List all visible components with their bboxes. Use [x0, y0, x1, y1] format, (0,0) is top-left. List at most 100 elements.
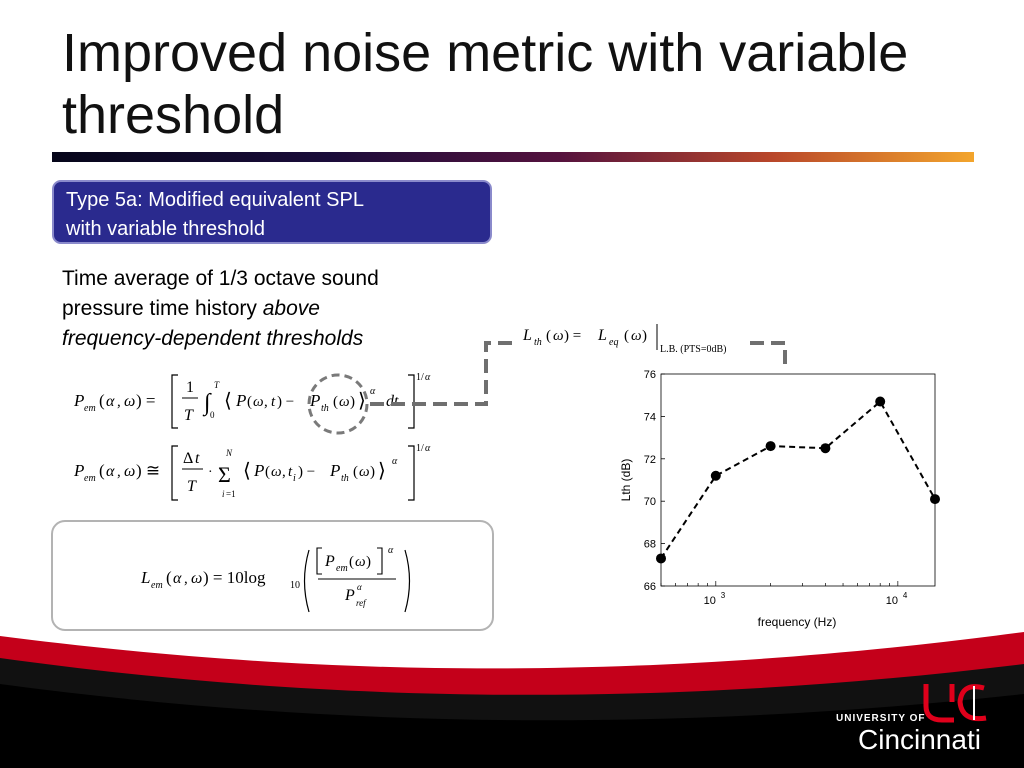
desc-line-2: pressure time history: [62, 297, 263, 320]
svg-text:α: α: [392, 456, 398, 467]
svg-text:ω: ω: [631, 328, 642, 344]
section-badge: Type 5a: Modified equivalent SPL with va…: [52, 180, 492, 244]
svg-text:L: L: [597, 327, 607, 344]
svg-text:α: α: [173, 570, 182, 587]
svg-text:ω: ω: [124, 463, 135, 480]
svg-text:α: α: [357, 582, 362, 592]
threshold-definition: L th (ω) = L eq (ω) L.B. (PTS=0dB): [522, 324, 726, 355]
badge-line-1: Type 5a: Modified equivalent SPL: [66, 189, 364, 211]
svg-text:eq: eq: [609, 337, 618, 348]
logo-university-of: UNIVERSITY OF: [836, 713, 926, 724]
data-point: [820, 443, 831, 454]
svg-text:em: em: [151, 580, 163, 591]
svg-text:P: P: [73, 461, 84, 480]
svg-text:T: T: [184, 407, 194, 424]
svg-text:⟨: ⟨: [243, 460, 251, 482]
svg-text:th: th: [321, 403, 329, 414]
y-axis-label: Lth (dB): [619, 459, 633, 502]
svg-text:th: th: [341, 473, 349, 484]
threshold-highlight-circle: [307, 373, 369, 435]
svg-text:P: P: [324, 553, 335, 570]
x-axis-label: frequency (Hz): [758, 615, 837, 629]
svg-text:P: P: [309, 391, 320, 410]
svg-text:): ): [642, 328, 647, 344]
desc-line-1: Time average of 1/3 octave sound: [62, 267, 379, 290]
svg-text:(: (: [546, 328, 551, 344]
svg-text:(: (: [349, 554, 354, 570]
svg-text:ω: ω: [191, 570, 202, 587]
x-tick-label: 10: [704, 595, 716, 607]
svg-text:α: α: [425, 443, 431, 454]
svg-text:ω: ω: [359, 464, 370, 480]
svg-text:) ≅: ) ≅: [136, 461, 160, 480]
svg-text:α: α: [106, 393, 115, 410]
logo-cincinnati: Cincinnati: [858, 724, 981, 755]
series-points: [656, 396, 940, 564]
y-axis: 66 68 70 72 74 76: [644, 369, 665, 593]
data-point: [765, 441, 776, 452]
svg-text:(: (: [99, 461, 105, 480]
svg-text:α: α: [425, 372, 431, 383]
connector-right: [750, 341, 787, 364]
svg-text:(: (: [265, 464, 270, 480]
data-point: [875, 396, 886, 407]
y-tick-label: 68: [644, 539, 656, 551]
svg-text:i: i: [222, 489, 225, 499]
svg-text:th: th: [534, 337, 542, 348]
svg-text:): ): [370, 464, 375, 480]
y-tick-label: 66: [644, 581, 656, 593]
svg-text:P: P: [253, 461, 264, 480]
equation-level: L em (α, ω) = 10log 10 P em (ω) α P α ref: [140, 545, 411, 613]
svg-text:ω: ω: [253, 394, 264, 410]
svg-text:P: P: [235, 391, 246, 410]
badge-line-2: with variable threshold: [66, 218, 265, 240]
series-line: [660, 400, 936, 559]
svg-text:) =: ) =: [136, 391, 156, 410]
x-axis: 10 3 10 4: [660, 581, 908, 607]
svg-text:⟩: ⟩: [378, 460, 386, 482]
description-text: Time average of 1/3 octave sound pressur…: [62, 264, 482, 354]
svg-text:0: 0: [210, 410, 215, 420]
svg-text:P: P: [344, 587, 355, 604]
svg-text:): ): [350, 394, 355, 410]
equation-integral: P em (α, ω) = 1 T ∫ T 0 ⟨ P (ω, t) − P th …: [73, 372, 431, 435]
svg-text:): ): [366, 554, 371, 570]
y-tick-label: 74: [644, 411, 656, 423]
svg-text:·: ·: [208, 465, 213, 480]
svg-text:T: T: [214, 380, 220, 390]
title-divider: [52, 152, 974, 162]
level-equation-box: [51, 520, 494, 631]
svg-text:(: (: [166, 568, 172, 587]
svg-text:) −: ) −: [298, 464, 315, 480]
plot-area: [660, 373, 936, 587]
desc-line-2-italic: above: [262, 297, 320, 320]
svg-text:α: α: [370, 386, 376, 397]
svg-text:) = 10log: ) = 10log: [203, 568, 266, 587]
svg-text:⟨: ⟨: [224, 390, 232, 412]
svg-text:i: i: [293, 473, 296, 484]
svg-text:) −: ) −: [277, 394, 294, 410]
desc-line-3-italic: frequency-dependent thresholds: [62, 327, 364, 350]
svg-text:t: t: [288, 464, 293, 480]
connector-left: [370, 341, 517, 406]
svg-text:ω: ω: [553, 328, 564, 344]
svg-text:L: L: [522, 327, 532, 344]
svg-text:10: 10: [290, 580, 300, 591]
svg-text:ω: ω: [355, 554, 366, 570]
footer-decoration: [0, 632, 1024, 768]
svg-text:,: ,: [184, 571, 188, 587]
svg-text:,: ,: [117, 394, 121, 410]
svg-text:1/: 1/: [416, 372, 424, 383]
threshold-condition: L.B. (PTS=0dB): [660, 344, 726, 355]
svg-text:t: t: [271, 394, 276, 410]
x-tick-label: 10: [886, 595, 898, 607]
svg-text:em: em: [336, 563, 348, 574]
svg-text:t: t: [195, 450, 200, 467]
svg-text:(: (: [624, 328, 629, 344]
svg-text:N: N: [225, 448, 233, 458]
svg-text:ω: ω: [124, 393, 135, 410]
svg-text:em: em: [84, 473, 96, 484]
svg-text:(: (: [99, 391, 105, 410]
svg-text:,: ,: [117, 464, 121, 480]
